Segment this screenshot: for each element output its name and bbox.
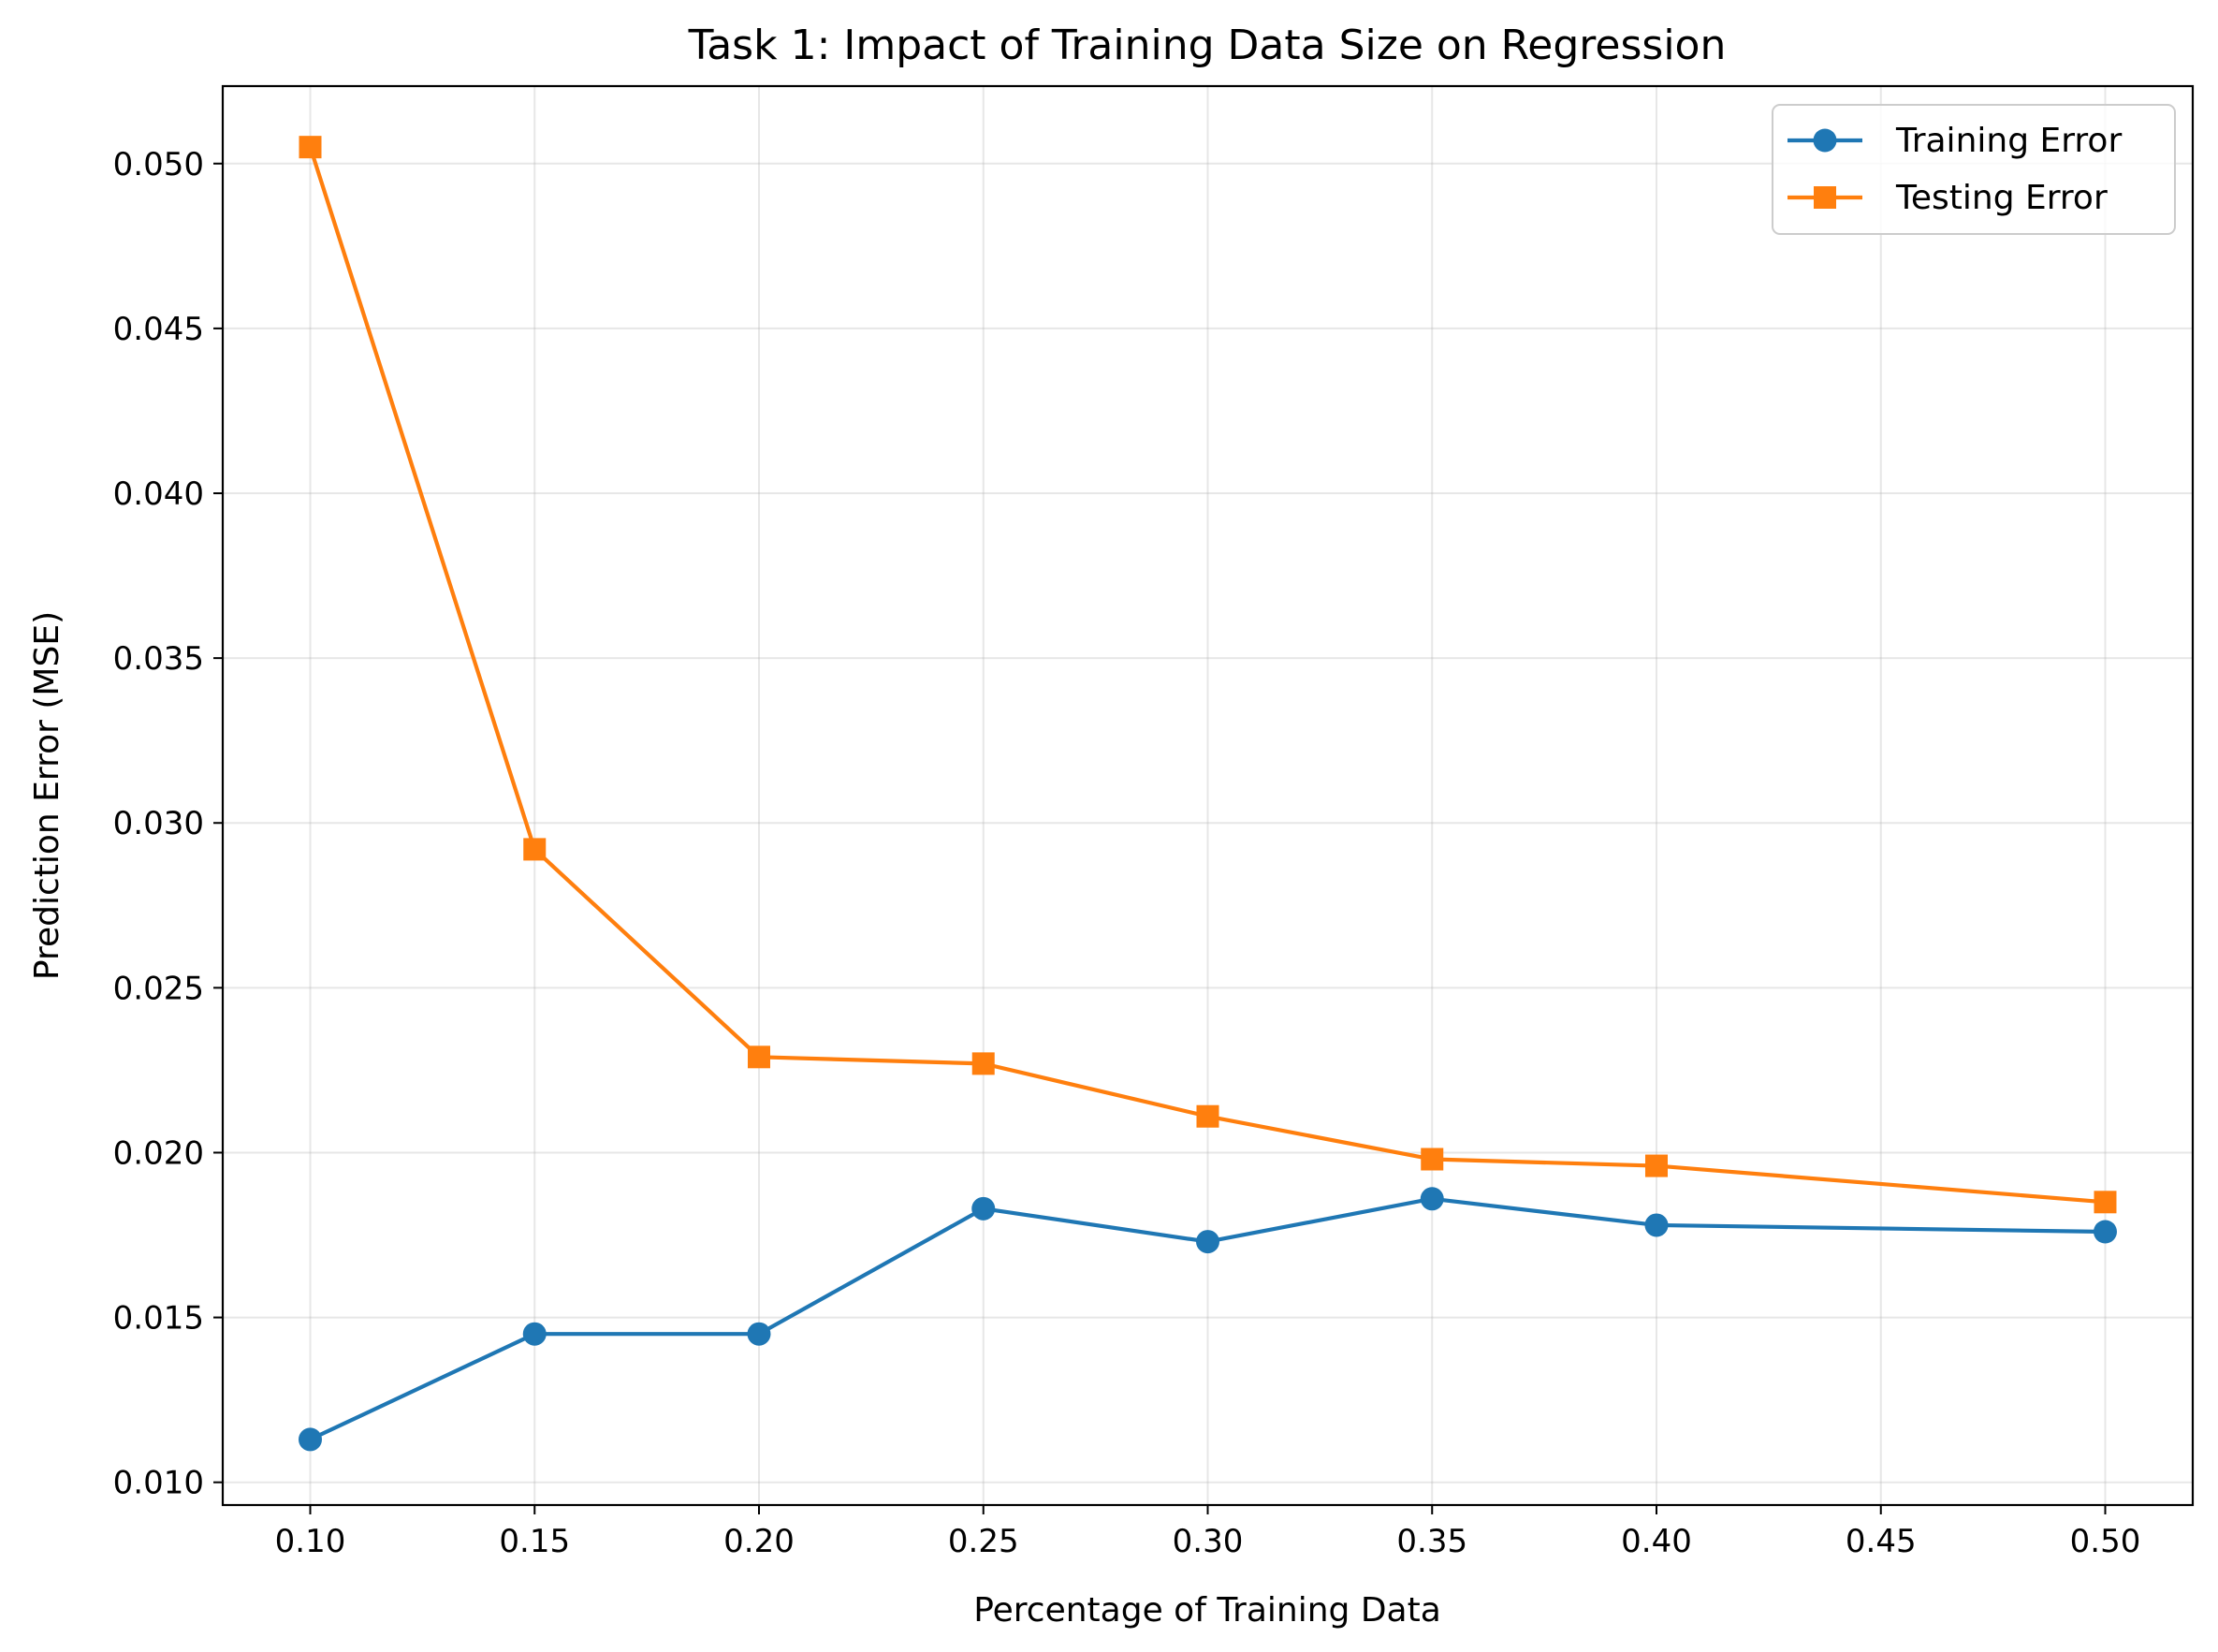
y-tick-label: 0.050 xyxy=(113,146,204,183)
data-point-circle xyxy=(1644,1213,1669,1237)
data-point-square xyxy=(1421,1148,1444,1171)
x-axis-label: Percentage of Training Data xyxy=(973,1591,1441,1630)
series-line xyxy=(308,146,2106,1205)
series-layer xyxy=(299,136,2117,1452)
grid xyxy=(223,86,2193,1505)
x-tick-label: 0.35 xyxy=(1396,1523,1467,1560)
data-point-circle xyxy=(1196,1230,1219,1254)
series-training-error xyxy=(299,1187,2117,1452)
data-point-circle xyxy=(522,1322,547,1346)
axis-ticks: 0.10 0.15 0.20 0.25 0.30 0.35 0.40 0.45 0.50 0.01… xyxy=(113,146,2141,1560)
data-point-square xyxy=(1196,1104,1219,1128)
chart-title: Task 1: Impact of Training Data Size on … xyxy=(688,22,1727,69)
data-point-circle xyxy=(299,1427,323,1452)
data-point-circle xyxy=(747,1322,771,1346)
data-point-circle xyxy=(1420,1187,1444,1211)
x-tick-label: 0.30 xyxy=(1173,1523,1244,1560)
data-point-square xyxy=(971,1052,995,1075)
data-point-circle xyxy=(971,1196,996,1221)
legend-box xyxy=(1772,104,2176,235)
data-point-square xyxy=(1644,1154,1668,1177)
legend-entry: Training Error xyxy=(1788,122,2122,160)
x-tick-label: 0.15 xyxy=(499,1523,570,1560)
x-tick-label: 0.40 xyxy=(1621,1523,1692,1560)
y-tick-label: 0.010 xyxy=(113,1465,204,1502)
y-tick-label: 0.025 xyxy=(113,970,204,1007)
x-tick-label: 0.10 xyxy=(275,1523,346,1560)
data-point-square xyxy=(2094,1191,2117,1214)
y-tick-label: 0.040 xyxy=(113,475,204,513)
y-axis-label: Prediction Error (MSE) xyxy=(28,611,66,980)
x-tick-label: 0.50 xyxy=(2070,1523,2141,1560)
y-tick-label: 0.045 xyxy=(113,311,204,348)
legend-label: Testing Error xyxy=(1895,179,2108,217)
data-point-circle xyxy=(2093,1220,2117,1244)
legend-marker-square xyxy=(1814,186,1836,209)
legend: Training Error Testing Error xyxy=(1772,104,2176,235)
legend-marker-circle xyxy=(1813,128,1837,153)
y-tick-label: 0.030 xyxy=(113,805,204,842)
data-point-square xyxy=(299,136,322,159)
legend-entries: Training Error Testing Error xyxy=(1788,122,2122,217)
data-point-square xyxy=(523,838,547,861)
x-tick-label: 0.25 xyxy=(948,1523,1019,1560)
data-point-square xyxy=(748,1045,771,1069)
y-tick-label: 0.015 xyxy=(113,1300,204,1338)
series-line xyxy=(309,1196,2106,1441)
x-tick-label: 0.20 xyxy=(723,1523,795,1560)
legend-entry: Testing Error xyxy=(1788,179,2108,217)
y-tick-label: 0.020 xyxy=(113,1134,204,1172)
y-tick-label: 0.035 xyxy=(113,640,204,678)
series-testing-error xyxy=(299,136,2117,1214)
legend-label: Training Error xyxy=(1895,122,2122,160)
x-tick-label: 0.45 xyxy=(1846,1523,1917,1560)
